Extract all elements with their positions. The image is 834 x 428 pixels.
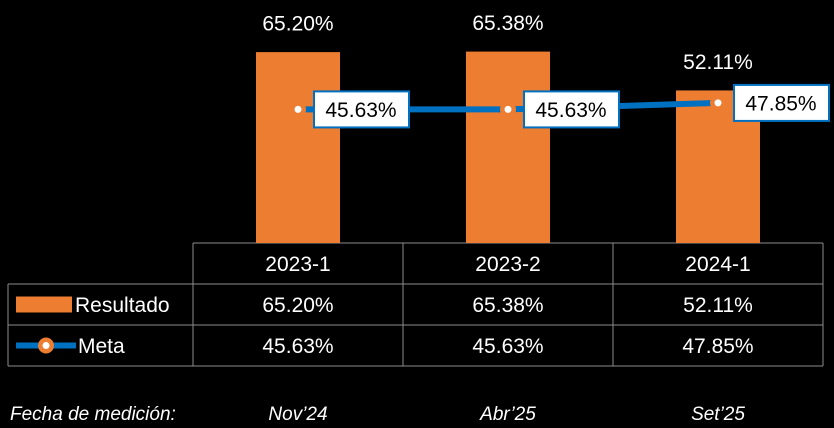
- label-box: [313, 90, 410, 129]
- table-value: 65.20%: [262, 294, 333, 317]
- bar-value-label: 52.11%: [683, 51, 753, 74]
- line-value-label: 45.63%: [325, 99, 396, 122]
- measurement-date: Nov’24: [268, 404, 327, 425]
- line-value-label: 47.85%: [745, 92, 816, 115]
- measurement-date: Abr’25: [479, 404, 536, 425]
- bar: [466, 51, 550, 243]
- table-value: 45.63%: [472, 335, 543, 358]
- legend-key-center: [42, 342, 50, 349]
- category-label: 2023-1: [265, 253, 330, 276]
- label-box: [523, 90, 620, 129]
- bar: [256, 52, 340, 244]
- table-value: 52.11%: [683, 294, 753, 317]
- line-value-label: 45.63%: [535, 99, 606, 122]
- measurement-date: Set’25: [691, 404, 745, 425]
- legend-key: [16, 296, 72, 313]
- marker-center: [714, 99, 722, 107]
- label-box: [733, 83, 830, 122]
- legend-label: Meta: [78, 335, 125, 358]
- table-value: 65.38%: [472, 294, 543, 317]
- category-label: 2024-1: [685, 253, 750, 276]
- category-label: 2023-2: [475, 253, 540, 276]
- legend-label: Resultado: [75, 294, 170, 317]
- marker-center: [294, 105, 302, 113]
- table-value: 47.85%: [682, 335, 753, 358]
- measurement-label: Fecha de medición:: [10, 404, 176, 425]
- bar-value-label: 65.38%: [472, 12, 543, 35]
- marker-center: [504, 105, 512, 113]
- table-value: 45.63%: [262, 335, 333, 358]
- bar-value-label: 65.20%: [262, 13, 333, 36]
